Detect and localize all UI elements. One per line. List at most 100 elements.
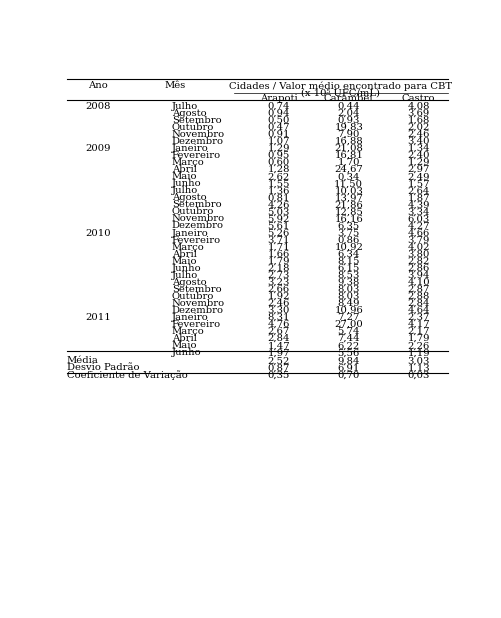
Text: 4,02: 4,02 <box>407 243 429 252</box>
Text: 2,18: 2,18 <box>267 264 290 273</box>
Text: 0,47: 0,47 <box>267 123 290 132</box>
Text: 8,53: 8,53 <box>337 271 359 280</box>
Text: 2,84: 2,84 <box>407 299 429 308</box>
Text: Novembro: Novembro <box>171 130 224 139</box>
Text: 4,39: 4,39 <box>407 200 429 210</box>
Text: 1,29: 1,29 <box>407 158 429 167</box>
Text: 1,34: 1,34 <box>407 144 429 153</box>
Text: 2,82: 2,82 <box>407 256 429 266</box>
Text: 2,67: 2,67 <box>267 327 289 336</box>
Text: Castro: Castro <box>401 95 434 103</box>
Text: Cidades / Valor médio encontrado para CBT: Cidades / Valor médio encontrado para CB… <box>229 82 451 91</box>
Text: 1,13: 1,13 <box>407 363 429 372</box>
Text: 1,07: 1,07 <box>267 137 290 146</box>
Text: 24,67: 24,67 <box>334 165 362 174</box>
Text: 1,36: 1,36 <box>267 186 289 195</box>
Text: Março: Março <box>171 327 204 336</box>
Text: 19,83: 19,83 <box>334 123 362 132</box>
Text: Agosto: Agosto <box>171 193 206 202</box>
Text: 0,95: 0,95 <box>267 151 289 160</box>
Text: 4,17: 4,17 <box>407 320 429 329</box>
Text: 3,75: 3,75 <box>337 229 359 237</box>
Text: Janeiro: Janeiro <box>171 144 208 153</box>
Text: Setembro: Setembro <box>171 116 221 125</box>
Text: 3,30: 3,30 <box>267 306 289 315</box>
Text: 2,88: 2,88 <box>407 292 429 301</box>
Text: 3,71: 3,71 <box>267 235 290 245</box>
Text: 3,23: 3,23 <box>267 278 289 287</box>
Text: 2,40: 2,40 <box>407 151 429 160</box>
Text: Abril: Abril <box>171 334 196 343</box>
Text: 1,28: 1,28 <box>267 165 290 174</box>
Text: 3,94: 3,94 <box>407 271 429 280</box>
Text: 3,79: 3,79 <box>407 235 429 245</box>
Text: 0,70: 0,70 <box>337 370 359 379</box>
Text: 1,87: 1,87 <box>407 193 429 202</box>
Text: 4,10: 4,10 <box>407 278 429 287</box>
Text: Julho: Julho <box>171 271 197 280</box>
Text: 8,03: 8,03 <box>337 285 359 294</box>
Text: Abril: Abril <box>171 165 196 174</box>
Text: 4,66: 4,66 <box>407 229 429 237</box>
Text: 1,97: 1,97 <box>267 349 290 357</box>
Text: 16,81: 16,81 <box>334 151 362 160</box>
Text: 2,04: 2,04 <box>337 109 359 118</box>
Text: 2,52: 2,52 <box>267 356 289 365</box>
Text: 4,76: 4,76 <box>267 320 289 329</box>
Text: 6,15: 6,15 <box>337 264 359 273</box>
Text: Setembro: Setembro <box>171 200 221 210</box>
Text: 0,87: 0,87 <box>267 363 289 372</box>
Text: 5,74: 5,74 <box>337 327 359 336</box>
Text: 0,03: 0,03 <box>407 370 429 379</box>
Text: Março: Março <box>171 243 204 252</box>
Text: Abril: Abril <box>171 250 196 259</box>
Text: 6,03: 6,03 <box>407 214 429 224</box>
Text: Desvio Padrão: Desvio Padrão <box>67 363 139 372</box>
Text: 8,15: 8,15 <box>337 256 359 266</box>
Text: 2,17: 2,17 <box>407 327 429 336</box>
Text: Julho: Julho <box>171 102 197 111</box>
Text: 10,96: 10,96 <box>334 306 362 315</box>
Text: 1,70: 1,70 <box>337 158 359 167</box>
Text: 5,03: 5,03 <box>267 208 289 216</box>
Text: 2,49: 2,49 <box>407 172 429 181</box>
Text: 9,84: 9,84 <box>337 356 359 365</box>
Text: Outubro: Outubro <box>171 123 213 132</box>
Text: Coeficiente de Variação: Coeficiente de Variação <box>67 370 187 380</box>
Text: Maio: Maio <box>171 256 197 266</box>
Text: 2008: 2008 <box>85 102 110 111</box>
Text: 8,49: 8,49 <box>337 299 359 308</box>
Text: 0,35: 0,35 <box>267 370 289 379</box>
Text: 0,60: 0,60 <box>267 158 289 167</box>
Text: 3,34: 3,34 <box>407 208 429 216</box>
Text: Novembro: Novembro <box>171 299 224 308</box>
Text: Dezembro: Dezembro <box>171 137 223 146</box>
Text: 3,80: 3,80 <box>407 250 429 259</box>
Text: Agosto: Agosto <box>171 278 206 287</box>
Text: 2,46: 2,46 <box>407 130 429 139</box>
Text: (x 10⁵ UFC/mL): (x 10⁵ UFC/mL) <box>301 88 380 98</box>
Text: 0,74: 0,74 <box>267 102 290 111</box>
Text: 2,84: 2,84 <box>267 334 290 343</box>
Text: Dezembro: Dezembro <box>171 221 223 231</box>
Text: 11,50: 11,50 <box>334 179 363 188</box>
Text: Novembro: Novembro <box>171 214 224 224</box>
Text: Fevereiro: Fevereiro <box>171 235 220 245</box>
Text: 7,90: 7,90 <box>337 130 359 139</box>
Text: 6,22: 6,22 <box>337 341 359 350</box>
Text: 0,34: 0,34 <box>337 172 359 181</box>
Text: Outubro: Outubro <box>171 208 213 216</box>
Text: 5,61: 5,61 <box>267 221 289 231</box>
Text: 9,38: 9,38 <box>337 278 359 287</box>
Text: 2,26: 2,26 <box>407 341 429 350</box>
Text: 4,08: 4,08 <box>407 102 429 111</box>
Text: Ano: Ano <box>88 82 107 90</box>
Text: 1,68: 1,68 <box>407 116 429 125</box>
Text: Carambeí: Carambeí <box>323 95 373 103</box>
Text: Maio: Maio <box>171 341 197 350</box>
Text: 2011: 2011 <box>85 313 110 322</box>
Text: 27,00: 27,00 <box>334 320 362 329</box>
Text: Fevereiro: Fevereiro <box>171 320 220 329</box>
Text: 2,66: 2,66 <box>267 285 289 294</box>
Text: 1,57: 1,57 <box>407 179 429 188</box>
